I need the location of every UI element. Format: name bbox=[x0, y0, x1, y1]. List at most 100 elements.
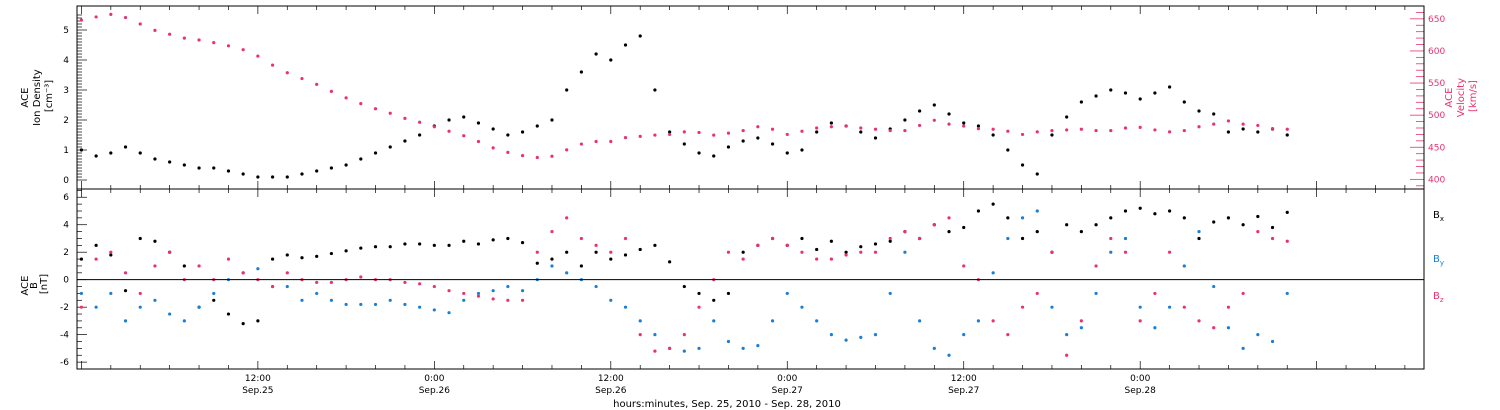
by-point bbox=[623, 305, 628, 309]
by-point bbox=[726, 339, 731, 344]
by-point bbox=[138, 305, 142, 309]
bx-point bbox=[418, 242, 422, 246]
by-point bbox=[844, 338, 848, 342]
velocity-point bbox=[947, 122, 951, 126]
bz-point bbox=[359, 275, 363, 279]
velocity-point bbox=[1094, 128, 1098, 133]
by-point bbox=[594, 284, 598, 289]
velocity-point bbox=[418, 120, 422, 124]
bx-point bbox=[315, 254, 319, 258]
density-point bbox=[138, 151, 142, 155]
x-tick-labels: 12:00 Sep.25 0:00 Sep.26 12:00 Sep.26 0:00 Sep.… bbox=[242, 374, 1156, 396]
density-point bbox=[1256, 130, 1260, 134]
density-point bbox=[506, 133, 510, 137]
velocity-point bbox=[962, 124, 966, 128]
by-point bbox=[1109, 250, 1113, 254]
bz-point bbox=[1256, 229, 1260, 234]
bx-point bbox=[1094, 223, 1098, 227]
velocity-point bbox=[741, 128, 745, 133]
bz-point bbox=[79, 305, 84, 309]
bottom-left-axis-label-line2: B bbox=[29, 282, 40, 289]
by-point bbox=[712, 319, 716, 323]
bx-point bbox=[1285, 210, 1289, 214]
velocity-point bbox=[182, 36, 186, 40]
bx-point bbox=[579, 264, 583, 268]
bz-point bbox=[903, 229, 907, 234]
bx-point bbox=[623, 253, 628, 257]
by-point bbox=[197, 305, 201, 309]
bz-point bbox=[829, 257, 833, 261]
by-point bbox=[1153, 326, 1157, 330]
bz-point bbox=[1065, 353, 1069, 357]
bx-point bbox=[373, 245, 378, 249]
velocity-point bbox=[770, 127, 775, 131]
density-point bbox=[1065, 115, 1069, 119]
bx-point bbox=[1065, 223, 1069, 227]
density-point bbox=[1226, 130, 1231, 134]
bx-point bbox=[873, 242, 878, 246]
by-point bbox=[682, 349, 686, 353]
density-point bbox=[726, 145, 731, 149]
density-point bbox=[1285, 133, 1289, 137]
bz-point bbox=[1123, 250, 1128, 254]
velocity-point bbox=[859, 126, 863, 130]
by-point bbox=[1212, 284, 1216, 289]
by-point bbox=[315, 291, 319, 296]
velocity-point bbox=[991, 127, 995, 131]
velocity-point bbox=[79, 18, 84, 22]
density-point bbox=[903, 118, 907, 122]
by-point bbox=[1079, 326, 1083, 330]
density-point bbox=[1006, 148, 1010, 152]
bx-point bbox=[668, 260, 672, 264]
bz-point bbox=[565, 216, 569, 220]
top-left-axis-label-line3: [cm⁻³] bbox=[44, 80, 55, 112]
density-point bbox=[1241, 127, 1245, 131]
bx-point bbox=[535, 261, 539, 265]
bz-point bbox=[1020, 305, 1025, 309]
velocity-point bbox=[329, 89, 334, 93]
bottom-left-tick-label: -2 bbox=[60, 303, 69, 313]
top-right-tick-label: 400 bbox=[1428, 175, 1445, 185]
velocity-point bbox=[609, 139, 613, 144]
bx-point bbox=[256, 319, 260, 323]
by-point bbox=[653, 333, 657, 337]
bottom-left-axis-label: ACE B [nT] bbox=[20, 272, 50, 295]
bx-point bbox=[962, 225, 966, 230]
density-point bbox=[1035, 172, 1039, 176]
density-point bbox=[962, 121, 966, 125]
by-point bbox=[373, 302, 378, 307]
by-point bbox=[109, 291, 113, 296]
velocity-point bbox=[256, 54, 260, 58]
bz-point bbox=[285, 271, 289, 275]
bz-point bbox=[770, 236, 775, 241]
velocity-point bbox=[932, 118, 936, 122]
velocity-point bbox=[1285, 127, 1289, 131]
top-right-axis-label-line3: [km/s] bbox=[1468, 80, 1479, 112]
bz-point bbox=[1285, 239, 1289, 243]
by-point bbox=[800, 305, 804, 309]
density-point bbox=[1212, 112, 1216, 116]
bx-point bbox=[991, 202, 995, 206]
bz-point bbox=[741, 257, 745, 261]
density-point bbox=[785, 151, 789, 155]
velocity-point bbox=[373, 107, 378, 111]
bx-point bbox=[123, 289, 128, 293]
bx-point bbox=[94, 243, 98, 247]
velocity-point bbox=[976, 127, 981, 131]
density-point bbox=[1109, 88, 1113, 92]
density-point bbox=[579, 70, 583, 74]
x-axis-label: hours:minutes, Sep. 25, 2010 - Sep. 28, … bbox=[613, 399, 841, 410]
top-left-tick-label: 4 bbox=[63, 56, 69, 66]
velocity-point bbox=[300, 76, 304, 81]
bx-point bbox=[138, 236, 142, 241]
density-point bbox=[403, 139, 407, 143]
by-point bbox=[1050, 305, 1054, 309]
density-point bbox=[197, 166, 201, 170]
x-tick-label-date: Sep.26 bbox=[595, 386, 627, 396]
by-point bbox=[697, 346, 701, 350]
top-left-axis-label: ACE Ion Density [cm⁻³] bbox=[20, 66, 55, 126]
density-point bbox=[668, 130, 672, 134]
velocity-point bbox=[1256, 123, 1260, 128]
density-point bbox=[932, 103, 936, 107]
bx-point bbox=[741, 250, 745, 254]
